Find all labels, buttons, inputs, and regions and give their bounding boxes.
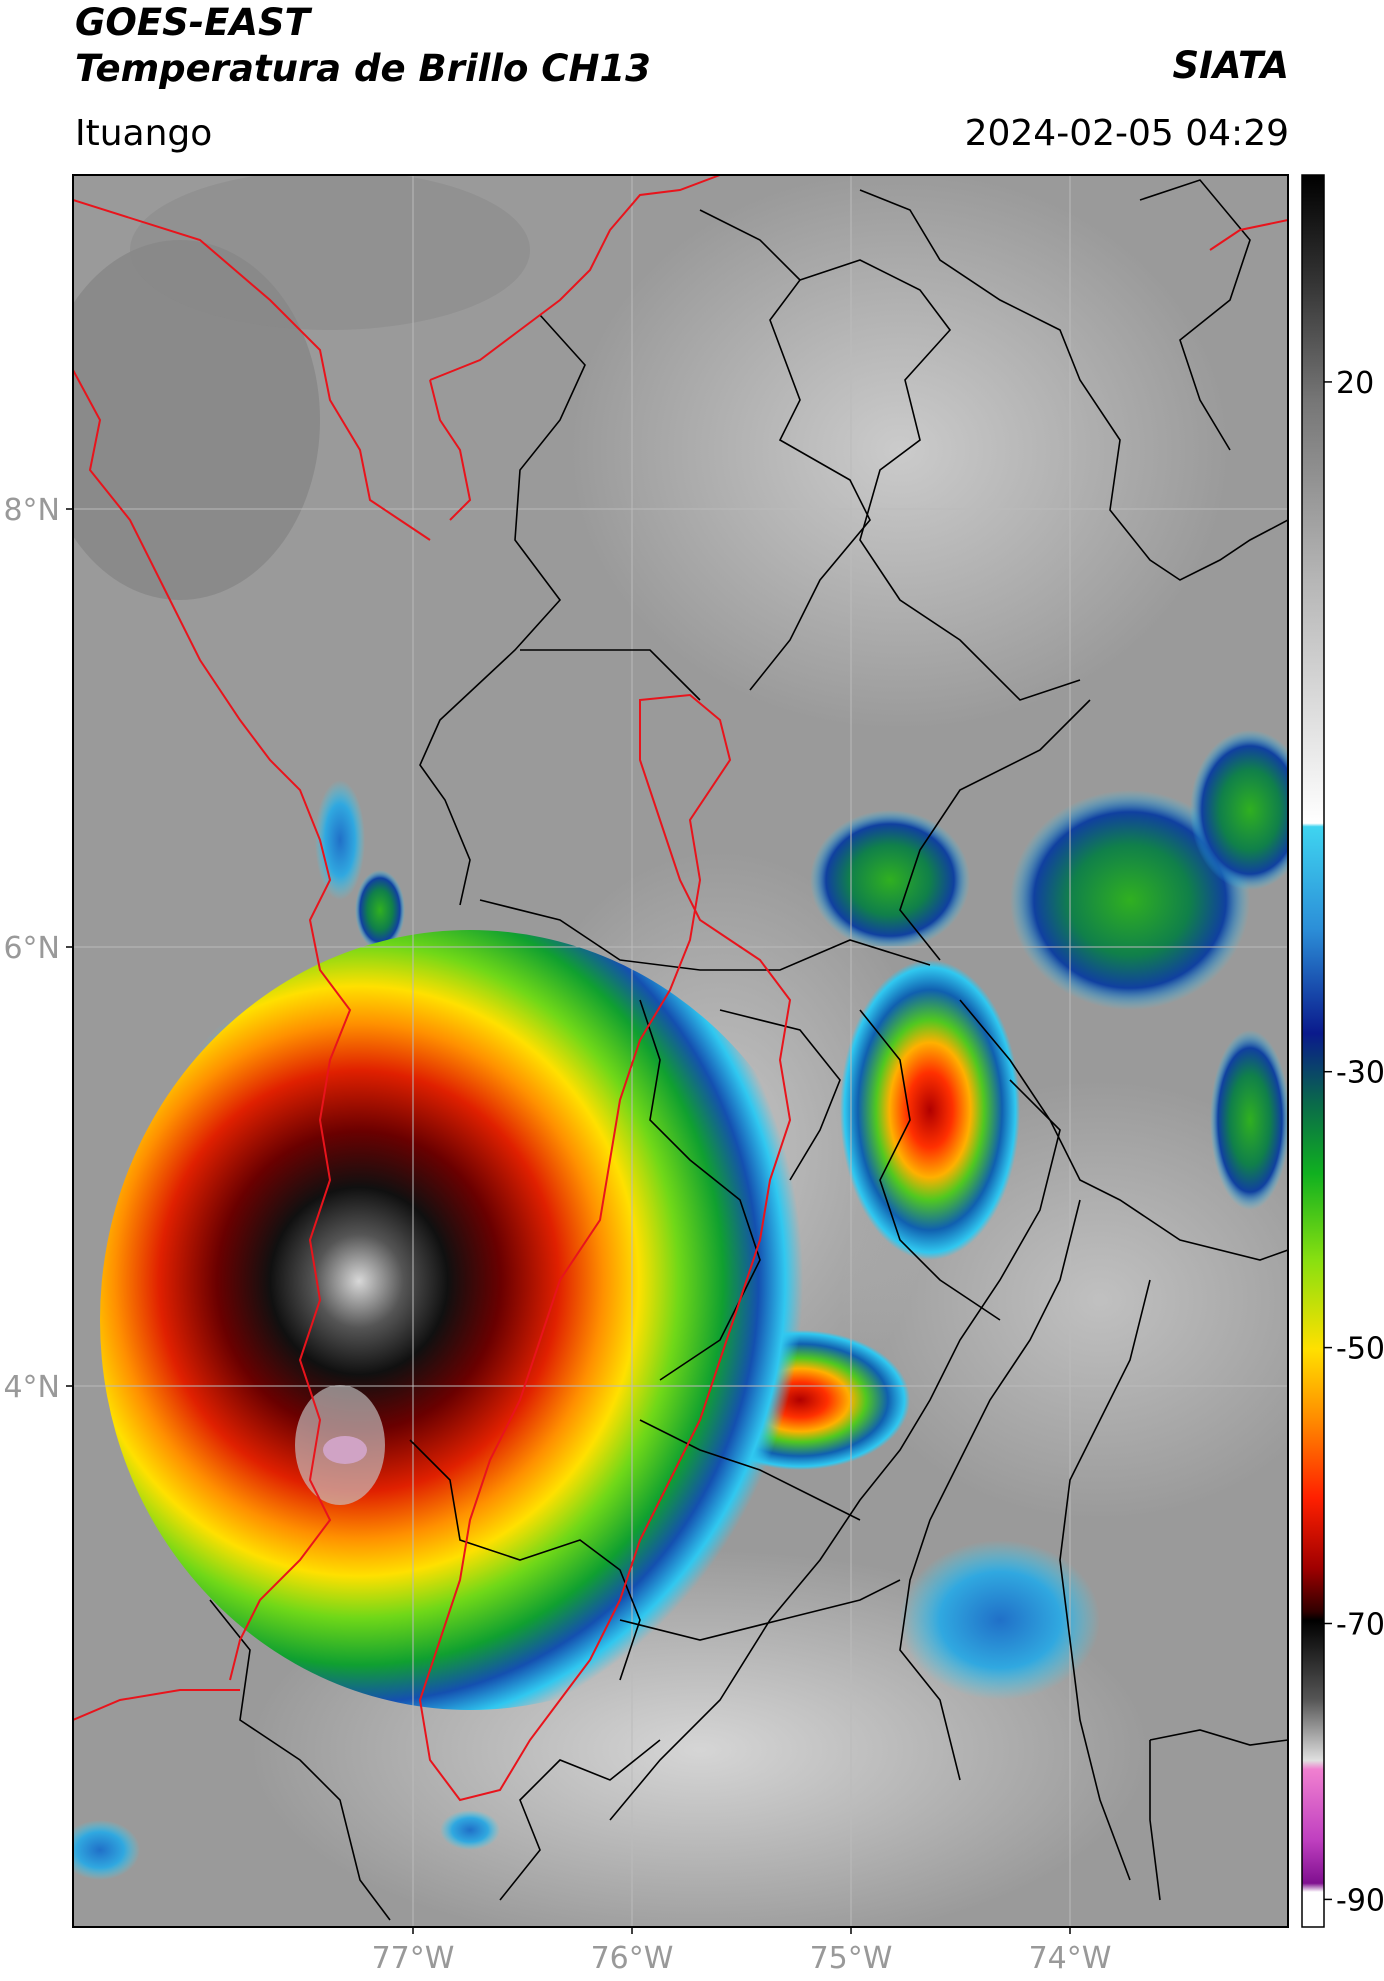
organization-label: SIATA (1172, 44, 1289, 87)
lon-tick-label: 74°W (1029, 1941, 1112, 1976)
colorbar-gradient (1301, 174, 1325, 1928)
basin-outline (73, 175, 1288, 1802)
lon-tick-label: 75°W (810, 1941, 893, 1976)
timestamp-label: 2024-02-05 04:29 (964, 113, 1289, 154)
location-label: Ituango (75, 113, 213, 154)
map-frame (72, 174, 1289, 1928)
satellite-title: GOES-EAST (75, 1, 310, 44)
lon-tick-label: 77°W (372, 1941, 455, 1976)
colorbar-tick-label: -90 (1336, 1883, 1384, 1918)
colorbar: 20 -30 -50 -70 -90 (1301, 174, 1384, 1928)
colorbar-tick-label: 20 (1336, 366, 1374, 401)
colorbar-tick-label: -30 (1336, 1056, 1384, 1091)
admin-boundaries (209, 179, 1288, 1921)
main-storm-system (100, 930, 840, 1710)
colorbar-tick-label: -50 (1336, 1332, 1384, 1367)
lat-tick-label: 6°N (3, 931, 60, 966)
product-title: Temperatura de Brillo CH13 (75, 47, 651, 90)
lat-tick-label: 4°N (3, 1370, 60, 1405)
colorbar-tick-label: -70 (1336, 1608, 1384, 1643)
axis-ticks (66, 508, 1071, 1934)
gridlines (73, 175, 1288, 1927)
colorbar-ticks: 20 -30 -50 -70 -90 (1324, 366, 1384, 1918)
lat-tick-label: 8°N (3, 493, 60, 528)
imagery-layer (73, 175, 1288, 1927)
lon-tick-label: 76°W (591, 1941, 674, 1976)
